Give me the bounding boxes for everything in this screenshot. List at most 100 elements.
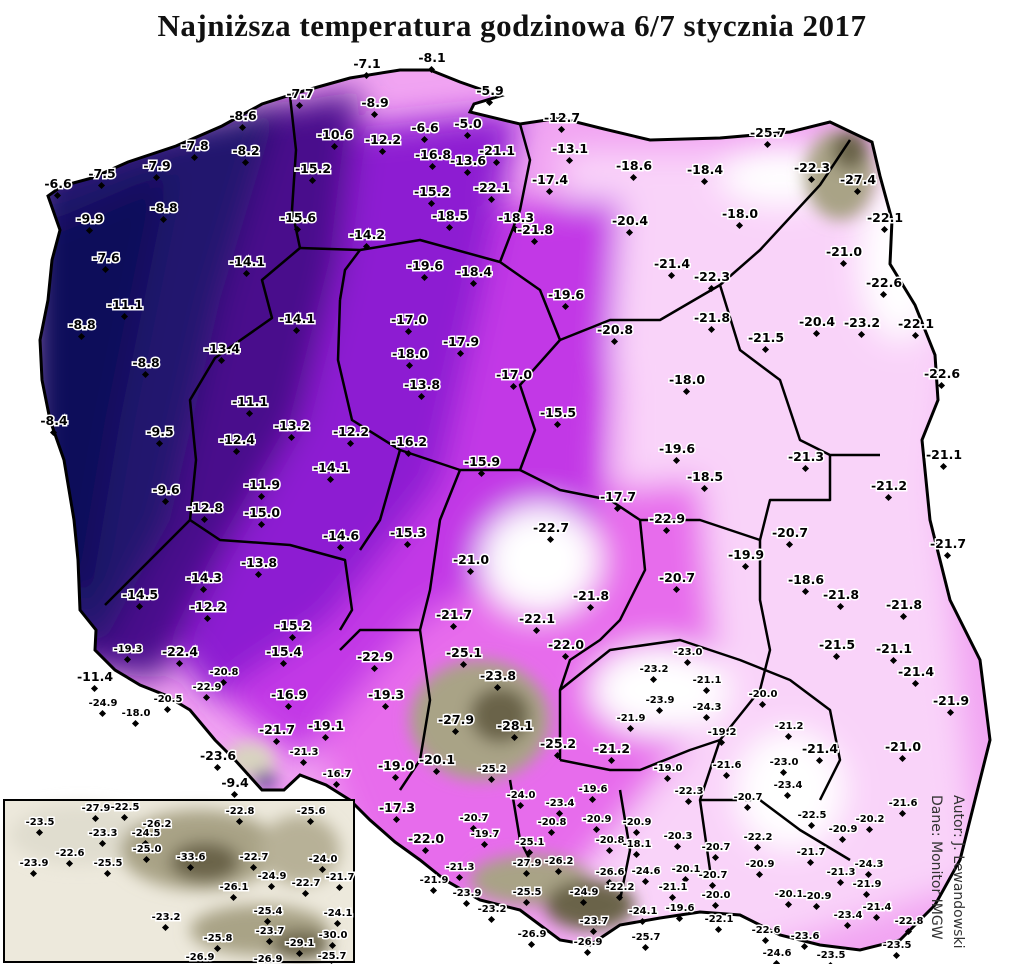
station-marker-icon [516, 801, 525, 810]
station-label: -21.3 [825, 866, 857, 887]
station-label: -21.4 [652, 255, 692, 280]
station-temperature: -21.5 [819, 637, 855, 652]
station-marker-icon [292, 326, 301, 335]
station-label: -33.6 [175, 851, 207, 872]
station-temperature: -24.3 [693, 702, 722, 713]
station-temperature: -9.4 [221, 775, 249, 790]
station-marker-icon [579, 898, 588, 907]
station-label: -22.6 [922, 365, 962, 390]
station-label: -19.6 [577, 783, 609, 804]
station-label: -26.9 [516, 928, 548, 949]
station-label: -18.3 [496, 209, 536, 234]
station-label: -11.4 [75, 668, 115, 693]
station-marker-icon [761, 936, 770, 945]
station-temperature: -20.0 [702, 890, 731, 901]
station-marker-icon [101, 265, 110, 274]
station-label: -20.7 [770, 524, 810, 549]
station-temperature: -21.3 [290, 747, 319, 758]
station-marker-icon [741, 562, 750, 571]
station-marker-icon [812, 902, 821, 911]
station-temperature: -10.6 [317, 127, 353, 142]
station-temperature: -23.2 [152, 912, 181, 923]
station-marker-icon [711, 853, 720, 862]
station-label: -9.6 [151, 481, 181, 506]
station-marker-icon [405, 361, 414, 370]
station-label: -24.0 [505, 789, 537, 810]
station-temperature: -12.7 [544, 110, 580, 125]
station-label: -25.7 [748, 124, 788, 149]
station-label: -20.3 [662, 830, 694, 851]
station-marker-icon [288, 633, 297, 642]
station-label: -21.5 [746, 329, 786, 354]
station-label: -20.2 [854, 813, 886, 834]
station-label: -26.9 [572, 936, 604, 957]
station-temperature: -22.8 [226, 806, 255, 817]
station-marker-icon [308, 176, 317, 185]
station-marker-icon [455, 873, 464, 882]
station-label: -17.9 [441, 333, 481, 358]
station-label: -19.0 [652, 762, 684, 783]
station-marker-icon [487, 775, 496, 784]
station-label: -16.2 [389, 433, 429, 458]
station-marker-icon [420, 135, 429, 144]
station-temperature: -15.6 [280, 210, 316, 225]
station-label: -6.6 [43, 175, 73, 200]
station-temperature: -20.0 [749, 689, 778, 700]
station-label: -25.5 [92, 857, 124, 878]
station-marker-icon [159, 215, 168, 224]
station-label: -25.5 [511, 886, 543, 907]
station-marker-icon [463, 131, 472, 140]
station-temperature: -21.8 [886, 597, 922, 612]
station-label: -21.0 [824, 243, 864, 268]
station-temperature: -13.8 [241, 555, 277, 570]
station-temperature: -19.6 [666, 903, 695, 914]
station-temperature: -20.4 [799, 314, 835, 329]
station-marker-icon [672, 456, 681, 465]
station-marker-icon [333, 919, 342, 928]
station-temperature: -25.2 [478, 764, 507, 775]
station-marker-icon [485, 98, 494, 107]
station-label: -22.5 [796, 809, 828, 830]
station-temperature: -27.9 [513, 858, 542, 869]
station-label: -18.4 [454, 263, 494, 288]
station-temperature: -21.1 [659, 882, 688, 893]
station-label: -19.6 [657, 440, 697, 465]
station-marker-icon [163, 705, 172, 714]
station-label: -23.4 [772, 779, 804, 800]
station-marker-icon [449, 622, 458, 631]
station-label: -23.7 [254, 925, 286, 946]
station-marker-icon [463, 168, 472, 177]
station-temperature: -16.9 [271, 687, 307, 702]
station-marker-icon [35, 828, 44, 837]
station-labels: -8.1 -7.1 -5.9 -7.7 -8.9 -8.6 -6.6 -5.0 -12.7 -25… [39, 49, 971, 964]
station-temperature: -8.8 [132, 355, 159, 370]
station-marker-icon [131, 719, 140, 728]
station-label: -21.7 [324, 871, 356, 892]
station-temperature: -16.2 [391, 434, 427, 449]
station-temperature: -22.0 [548, 637, 584, 652]
station-marker-icon [245, 409, 254, 418]
station-marker-icon [335, 883, 344, 892]
inset-map [3, 799, 355, 963]
station-marker-icon [510, 733, 519, 742]
station-marker-icon [161, 923, 170, 932]
station-temperature: -20.4 [612, 213, 648, 228]
station-marker-icon [301, 889, 310, 898]
station-marker-icon [362, 242, 371, 251]
station-temperature: -18.6 [788, 572, 824, 587]
station-label: -20.7 [700, 841, 732, 862]
station-marker-icon [404, 327, 413, 336]
station-temperature: -14.6 [323, 528, 359, 543]
station-temperature: -8.2 [232, 143, 259, 158]
station-temperature: -22.1 [519, 611, 555, 626]
station-temperature: -19.6 [548, 287, 584, 302]
station-temperature: -23.4 [546, 798, 575, 809]
station-marker-icon [784, 732, 793, 741]
station-marker-icon [318, 865, 327, 874]
station-label: -28.1 [495, 717, 535, 742]
station-label: -17.3 [377, 799, 417, 824]
station-marker-icon [428, 162, 437, 171]
station-label: -21.7 [928, 535, 968, 560]
station-marker-icon [480, 840, 489, 849]
station-marker-icon [812, 329, 821, 338]
